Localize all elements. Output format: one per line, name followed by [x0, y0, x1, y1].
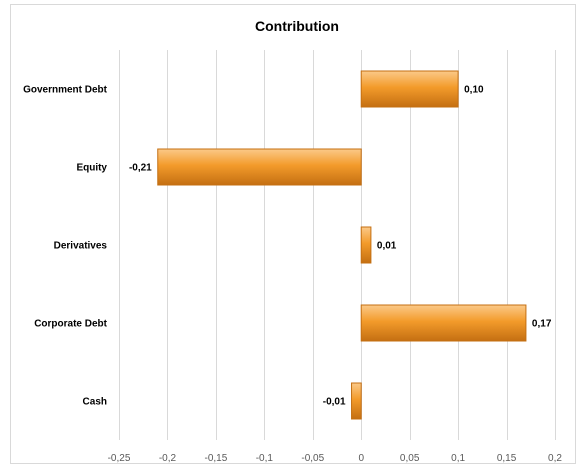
data-label: -0,21	[129, 163, 152, 174]
bar	[157, 148, 362, 186]
x-tick-label: 0,1	[451, 453, 465, 464]
data-labels: 0,10 -0,21 0,01 0,17 -0,01	[129, 85, 552, 408]
grid-lines	[119, 50, 556, 440]
x-tick-label: -0,25	[108, 453, 131, 464]
data-label: 0,01	[377, 241, 397, 252]
chart-title: Contribution	[255, 18, 339, 34]
bar	[360, 226, 372, 264]
x-axis-tick-labels: -0,25 -0,2 -0,15 -0,1 -0,05 0 0,05 0,1 0,15 0,2	[108, 453, 563, 464]
category-label: Derivatives	[54, 241, 108, 252]
bars	[157, 70, 527, 420]
category-label: Cash	[83, 397, 107, 408]
bar	[351, 382, 362, 420]
data-label: 0,10	[464, 85, 484, 96]
category-label: Government Debt	[23, 85, 108, 96]
category-label: Corporate Debt	[34, 319, 107, 330]
bar	[360, 70, 459, 108]
x-tick-label: 0,15	[497, 453, 517, 464]
category-label: Equity	[76, 163, 107, 174]
x-tick-label: 0,2	[548, 453, 562, 464]
data-label: 0,17	[532, 319, 552, 330]
x-tick-label: -0,1	[256, 453, 274, 464]
x-tick-label: 0	[358, 453, 364, 464]
x-tick-label: -0,2	[159, 453, 177, 464]
x-tick-label: -0,15	[204, 453, 227, 464]
x-tick-label: 0,05	[400, 453, 420, 464]
data-label: -0,01	[323, 397, 346, 408]
chart-frame	[10, 4, 576, 464]
x-tick-label: -0,05	[301, 453, 324, 464]
category-labels: Government Debt Equity Derivatives Corporat…	[23, 85, 108, 408]
bar	[360, 304, 527, 342]
